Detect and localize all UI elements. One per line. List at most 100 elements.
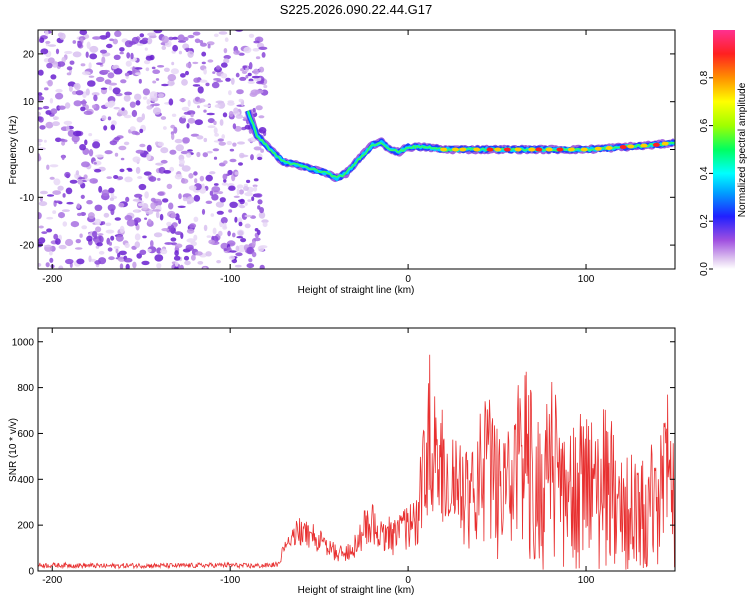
- noise-blob: [168, 36, 174, 41]
- noise-blob: [255, 56, 261, 60]
- snr-panel: -200 -100 0 100 0 200 400 600 800 1000 Height of…: [8, 327, 676, 596]
- noise-blob: [71, 90, 78, 95]
- noise-blob: [248, 33, 255, 38]
- noise-blob: [40, 48, 49, 55]
- noise-blob: [258, 66, 265, 73]
- y-tick-label: 600: [17, 429, 34, 440]
- noise-blob: [109, 100, 116, 107]
- noise-blob: [131, 130, 139, 135]
- noise-blob: [58, 265, 64, 269]
- noise-blob: [38, 237, 46, 244]
- noise-blob: [247, 199, 252, 202]
- noise-blob: [92, 36, 101, 40]
- noise-blob: [246, 179, 251, 184]
- noise-blob: [149, 91, 158, 99]
- noise-blob: [105, 229, 115, 234]
- noise-blob: [212, 148, 220, 152]
- noise-blob: [203, 266, 207, 269]
- y-tick-label: 1000: [12, 337, 35, 348]
- noise-blob: [218, 141, 226, 146]
- noise-blob: [223, 248, 228, 252]
- noise-blob: [76, 258, 85, 265]
- noise-blob: [81, 99, 87, 107]
- noise-blob: [77, 179, 84, 185]
- noise-blob: [181, 79, 188, 86]
- noise-blob: [110, 235, 115, 241]
- noise-blob: [207, 150, 213, 154]
- noise-blob: [234, 125, 242, 132]
- noise-blob: [214, 104, 221, 108]
- noise-blob: [219, 197, 226, 203]
- noise-blob: [81, 71, 91, 76]
- noise-blob: [64, 50, 73, 55]
- noise-blob: [124, 215, 133, 221]
- noise-blob: [258, 211, 266, 219]
- noise-blob: [125, 60, 132, 67]
- noise-blob: [115, 234, 124, 242]
- noise-blob: [69, 60, 75, 65]
- snr-series: [38, 354, 675, 570]
- noise-blob: [88, 149, 94, 157]
- noise-blob: [181, 165, 191, 172]
- noise-blob: [106, 43, 113, 49]
- noise-blob: [49, 176, 55, 180]
- noise-blob: [39, 125, 46, 130]
- noise-blob: [211, 186, 221, 193]
- noise-blob: [182, 137, 190, 144]
- noise-blob: [253, 178, 259, 182]
- ridge-peak: [567, 147, 575, 152]
- noise-blob: [243, 46, 252, 54]
- noise-blob: [194, 119, 203, 126]
- noise-blob: [75, 90, 84, 96]
- noise-blob: [108, 85, 112, 91]
- noise-blob: [170, 82, 175, 85]
- noise-blob: [105, 31, 111, 38]
- noise-blob: [52, 121, 60, 127]
- snr-line: [38, 354, 675, 570]
- noise-blob: [139, 249, 147, 255]
- ridge-peak: [486, 147, 494, 152]
- noise-blob: [203, 68, 207, 75]
- noise-blob: [223, 160, 228, 164]
- noise-blob: [75, 239, 82, 244]
- noise-blob: [79, 30, 88, 36]
- noise-blob: [253, 146, 262, 151]
- noise-blob: [85, 88, 90, 96]
- noise-blob: [155, 162, 164, 166]
- noise-blob: [147, 218, 152, 224]
- noise-blob: [130, 52, 134, 60]
- x-tick-label: -200: [42, 575, 62, 586]
- noise-blob: [251, 240, 256, 247]
- noise-blob: [150, 197, 156, 202]
- noise-blob: [201, 51, 207, 57]
- noise-blob: [62, 193, 66, 198]
- noise-blob: [73, 130, 82, 137]
- noise-blob: [236, 236, 244, 239]
- noise-blob: [38, 95, 45, 101]
- noise-blob: [257, 199, 263, 205]
- noise-blob: [227, 230, 231, 237]
- noise-blob: [153, 232, 163, 238]
- noise-blob: [201, 208, 206, 215]
- noise-blob: [46, 62, 53, 69]
- noise-blob: [211, 81, 220, 89]
- noise-blob: [133, 67, 143, 70]
- noise-blob: [196, 135, 204, 140]
- noise-blob: [234, 216, 238, 223]
- noise-blob: [245, 74, 249, 79]
- noise-blob: [171, 113, 177, 118]
- noise-blob: [228, 185, 236, 191]
- noise-blob: [203, 104, 211, 108]
- noise-blob: [242, 65, 248, 69]
- x-tick-label: 0: [405, 274, 411, 285]
- noise-blob: [161, 35, 169, 44]
- noise-blob: [38, 153, 41, 161]
- noise-blob: [244, 124, 252, 130]
- noise-blob: [156, 263, 162, 269]
- noise-blob: [142, 37, 149, 42]
- noise-blob: [238, 230, 244, 236]
- noise-blob: [193, 171, 198, 176]
- noise-blob: [108, 187, 115, 194]
- noise-blob: [100, 221, 106, 225]
